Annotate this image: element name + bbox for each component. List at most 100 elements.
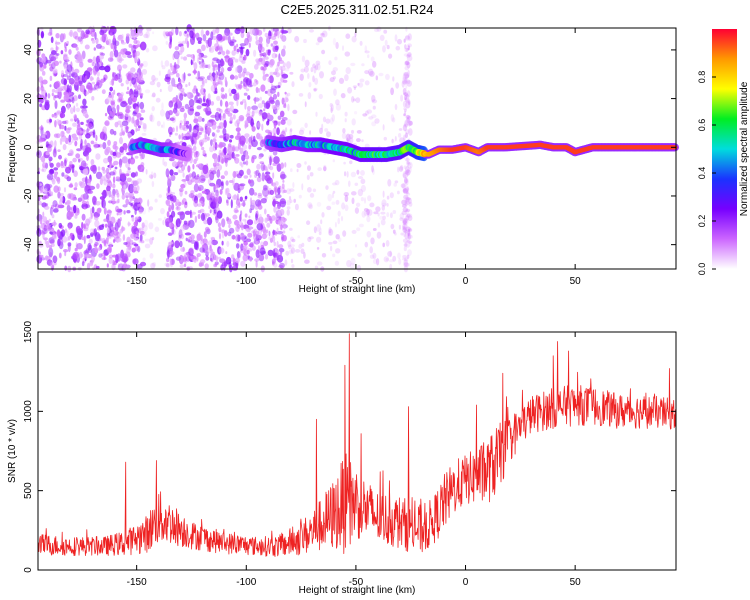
noise-speckle <box>136 112 142 118</box>
noise-speckle <box>199 175 206 183</box>
noise-speckle <box>335 199 340 205</box>
noise-speckle <box>281 183 285 190</box>
noise-speckle <box>361 139 364 143</box>
noise-speckle <box>402 87 407 95</box>
noise-speckle <box>239 43 247 47</box>
noise-speckle <box>112 227 115 232</box>
noise-speckle <box>38 167 41 172</box>
noise-speckle <box>150 262 156 269</box>
noise-speckle <box>405 101 411 109</box>
x-tick-label: -150 <box>127 276 147 287</box>
noise-speckle <box>85 29 90 35</box>
noise-speckle <box>229 41 235 47</box>
noise-speckle <box>364 197 366 204</box>
noise-speckle <box>255 28 260 36</box>
noise-speckle <box>406 156 409 162</box>
noise-speckle <box>72 251 79 260</box>
noise-speckle <box>172 97 178 103</box>
noise-speckle <box>313 65 317 74</box>
noise-speckle <box>276 206 281 210</box>
noise-speckle <box>378 72 384 77</box>
noise-speckle <box>51 214 55 219</box>
noise-speckle <box>404 198 408 207</box>
noise-speckle <box>386 212 390 218</box>
noise-speckle <box>256 176 262 183</box>
noise-speckle <box>46 224 50 230</box>
noise-speckle <box>197 192 203 198</box>
noise-speckle <box>389 263 393 270</box>
noise-speckle <box>71 43 78 48</box>
noise-speckle <box>59 60 62 64</box>
noise-speckle <box>260 84 266 92</box>
noise-speckle <box>408 234 413 239</box>
noise-speckle <box>108 215 112 221</box>
noise-speckle <box>278 244 284 249</box>
noise-speckle <box>257 192 262 197</box>
noise-speckle <box>211 170 217 175</box>
noise-speckle <box>160 207 165 215</box>
noise-speckle <box>87 242 92 251</box>
noise-speckle <box>176 205 179 210</box>
noise-speckle <box>316 63 321 71</box>
noise-speckle <box>85 119 89 124</box>
noise-speckle <box>56 87 62 93</box>
noise-speckle <box>214 111 220 122</box>
noise-speckle <box>169 63 173 68</box>
noise-speckle <box>219 152 225 156</box>
noise-speckle <box>332 240 338 245</box>
noise-speckle <box>59 238 64 246</box>
noise-speckle <box>197 77 204 82</box>
noise-speckle <box>347 87 353 94</box>
noise-speckle <box>126 33 130 37</box>
noise-speckle <box>213 64 219 71</box>
noise-speckle <box>128 201 131 206</box>
noise-speckle <box>194 111 201 117</box>
noise-speckle <box>41 134 46 138</box>
noise-speckle <box>292 182 295 188</box>
noise-speckle <box>116 104 120 112</box>
noise-speckle <box>242 254 249 262</box>
noise-speckle <box>55 41 61 45</box>
noise-speckle <box>66 176 72 182</box>
noise-speckle <box>303 66 309 73</box>
noise-speckle <box>161 65 166 70</box>
noise-speckle <box>390 223 395 230</box>
noise-speckle <box>91 77 94 81</box>
noise-speckle <box>351 229 357 234</box>
noise-speckle <box>286 206 291 210</box>
noise-speckle <box>297 235 301 239</box>
noise-speckle <box>279 34 284 39</box>
noise-speckle <box>51 88 56 93</box>
noise-speckle <box>165 168 170 178</box>
noise-speckle <box>188 82 191 86</box>
noise-speckle <box>96 76 100 84</box>
noise-speckle <box>211 61 214 68</box>
noise-speckle <box>154 226 160 233</box>
noise-speckle <box>288 244 292 250</box>
noise-speckle <box>259 213 262 220</box>
noise-speckle <box>52 200 58 208</box>
noise-speckle <box>214 263 218 267</box>
noise-speckle <box>112 151 117 156</box>
noise-speckle <box>56 162 61 168</box>
noise-speckle <box>239 214 242 222</box>
noise-speckle <box>111 184 116 188</box>
noise-speckle <box>221 94 226 99</box>
y-tick-label: 0 <box>23 144 34 150</box>
noise-speckle <box>171 226 175 235</box>
noise-speckle <box>403 218 407 226</box>
noise-speckle <box>99 196 105 200</box>
noise-speckle <box>216 169 221 178</box>
noise-speckle <box>57 191 61 199</box>
noise-speckle <box>225 161 228 168</box>
noise-speckle <box>262 66 267 71</box>
noise-speckle <box>91 39 96 44</box>
noise-speckle <box>119 181 124 185</box>
noise-speckle <box>167 176 172 184</box>
noise-speckle <box>207 64 211 69</box>
noise-speckle <box>131 44 137 54</box>
noise-speckle <box>307 92 312 100</box>
noise-speckle <box>39 138 44 142</box>
noise-speckle <box>235 66 239 73</box>
